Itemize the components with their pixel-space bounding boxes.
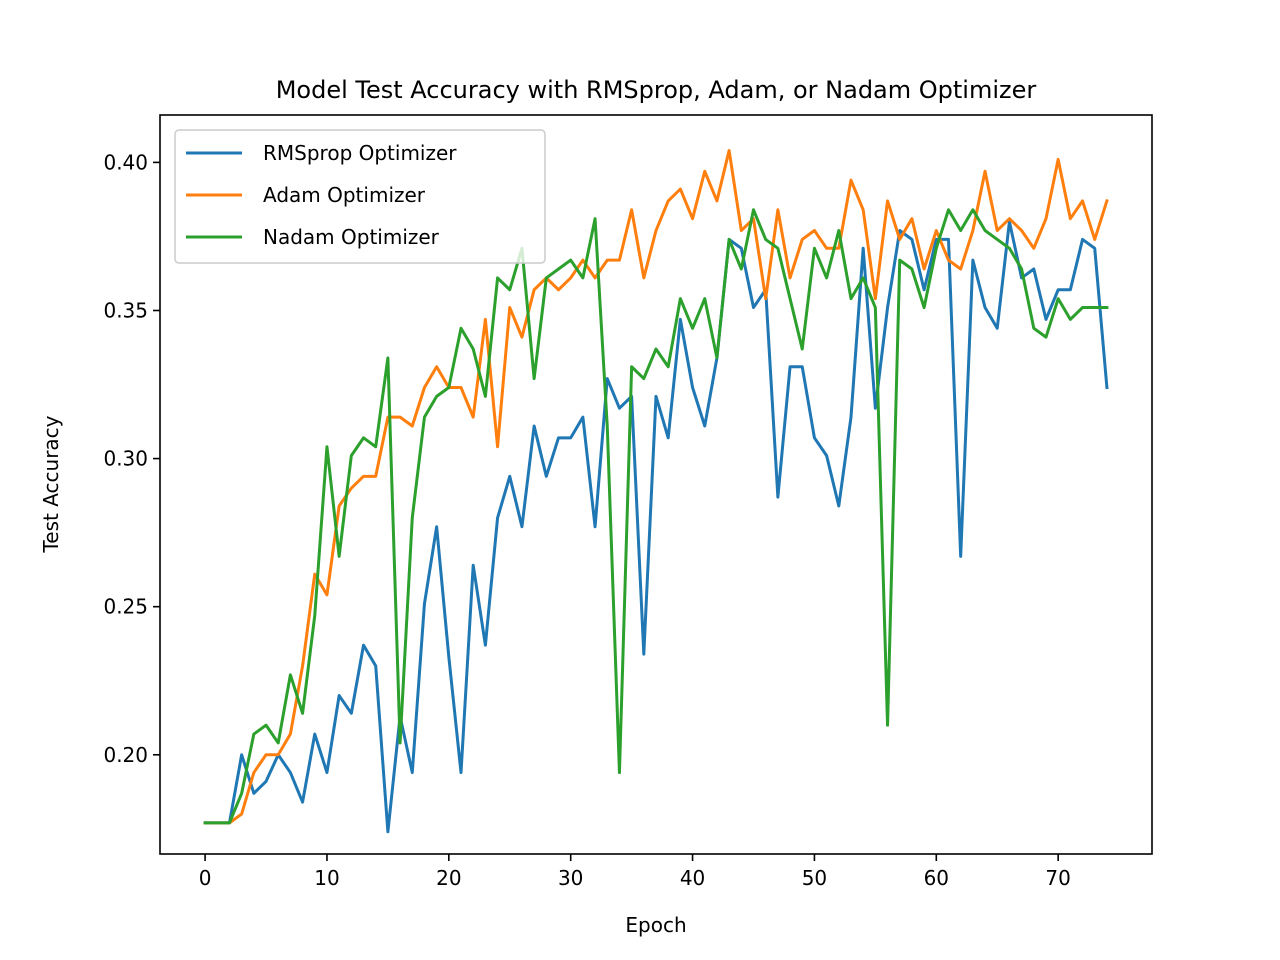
plot-area: 0 10 20 30 40 50 60 70 0.20 0.25 0.30 0.35 0.40 RMSpr…	[103, 114, 1153, 890]
x-axis-label: Epoch	[625, 913, 686, 937]
y-tick-label: 0.25	[103, 595, 148, 619]
x-tick-label: 20	[436, 866, 461, 890]
y-tick-label: 0.35	[103, 298, 148, 322]
plot-frame	[159, 114, 1153, 855]
legend-box	[174, 129, 546, 264]
legend-label-adam-optimizer: Adam Optimizer	[263, 183, 426, 207]
x-tick-label: 0	[199, 866, 212, 890]
chart-title: Model Test Accuracy with RMSprop, Adam, …	[276, 76, 1037, 104]
legend: RMSprop Optimizer Adam Optimizer Nadam Opt…	[174, 129, 546, 264]
x-tick-label: 10	[314, 866, 339, 890]
legend-label-rmsprop-optimizer: RMSprop Optimizer	[263, 141, 457, 165]
x-tick-label: 70	[1045, 866, 1070, 890]
y-tick-label: 0.30	[103, 447, 148, 471]
x-tick-label: 50	[802, 866, 827, 890]
legend-label-nadam-optimizer: Nadam Optimizer	[263, 225, 440, 249]
x-tick-label: 40	[680, 866, 705, 890]
y-tick-label: 0.40	[103, 150, 148, 174]
series-line-adam-optimizer	[203, 149, 1109, 825]
series-line-nadam-optimizer	[203, 208, 1109, 825]
series-line-rmsprop-optimizer	[203, 220, 1109, 834]
y-axis-label: Test Accuracy	[39, 415, 63, 553]
x-tick-label: 60	[924, 866, 949, 890]
y-tick-label: 0.20	[103, 743, 148, 767]
x-tick-label: 30	[558, 866, 583, 890]
